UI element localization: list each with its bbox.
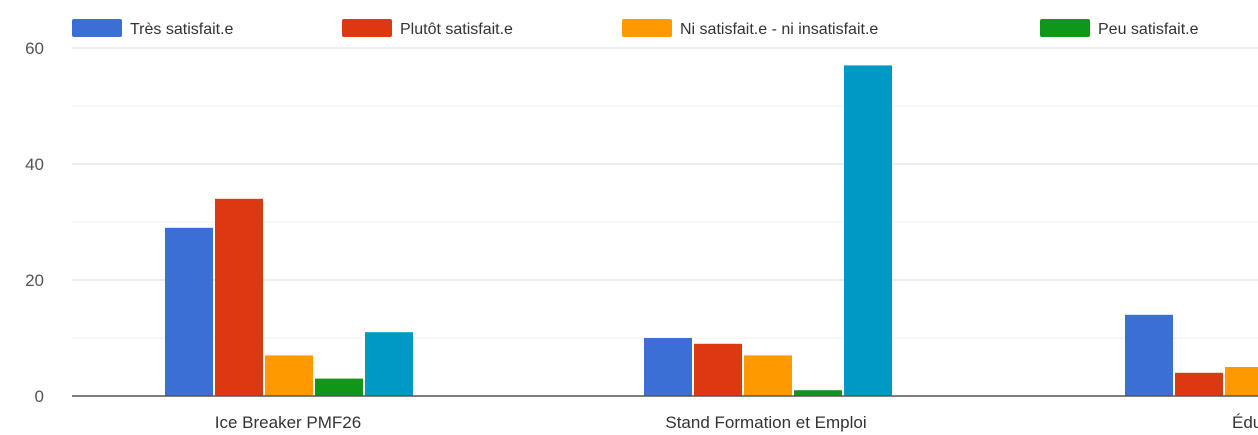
y-tick-label: 0 xyxy=(35,387,44,406)
x-category-label: Édu xyxy=(1232,413,1258,432)
bar xyxy=(844,65,892,397)
bar xyxy=(315,378,363,396)
legend-swatch xyxy=(622,19,672,37)
legend: Très satisfait.e Plutôt satisfait.e Ni sat… xyxy=(72,19,1199,38)
bar xyxy=(744,355,792,396)
bar xyxy=(1125,314,1173,396)
y-tick-label: 40 xyxy=(25,155,44,174)
bar xyxy=(1175,372,1223,396)
x-category-label: Ice Breaker PMF26 xyxy=(215,413,361,432)
bar xyxy=(694,343,742,396)
legend-label: Très satisfait.e xyxy=(130,21,234,38)
bars xyxy=(165,65,1258,397)
legend-label: Plutôt satisfait.e xyxy=(400,21,513,38)
y-tick-label: 60 xyxy=(25,39,44,58)
gridlines xyxy=(72,47,1258,339)
x-axis-labels: Ice Breaker PMF26 Stand Formation et Empl… xyxy=(215,413,1258,432)
bar xyxy=(215,198,263,396)
bar xyxy=(165,227,213,396)
bar xyxy=(365,332,413,396)
y-tick-label: 20 xyxy=(25,271,44,290)
bar xyxy=(794,390,842,396)
y-axis-ticks: 0 20 40 60 xyxy=(25,39,44,406)
legend-swatch xyxy=(342,19,392,37)
legend-label: Peu satisfait.e xyxy=(1098,21,1199,38)
legend-swatch xyxy=(1040,19,1090,37)
bar xyxy=(1225,367,1258,396)
legend-label: Ni satisfait.e - ni insatisfait.e xyxy=(680,21,878,38)
bar xyxy=(265,355,313,396)
bar xyxy=(644,338,692,396)
legend-swatch xyxy=(72,19,122,37)
x-category-label: Stand Formation et Emploi xyxy=(665,413,866,432)
